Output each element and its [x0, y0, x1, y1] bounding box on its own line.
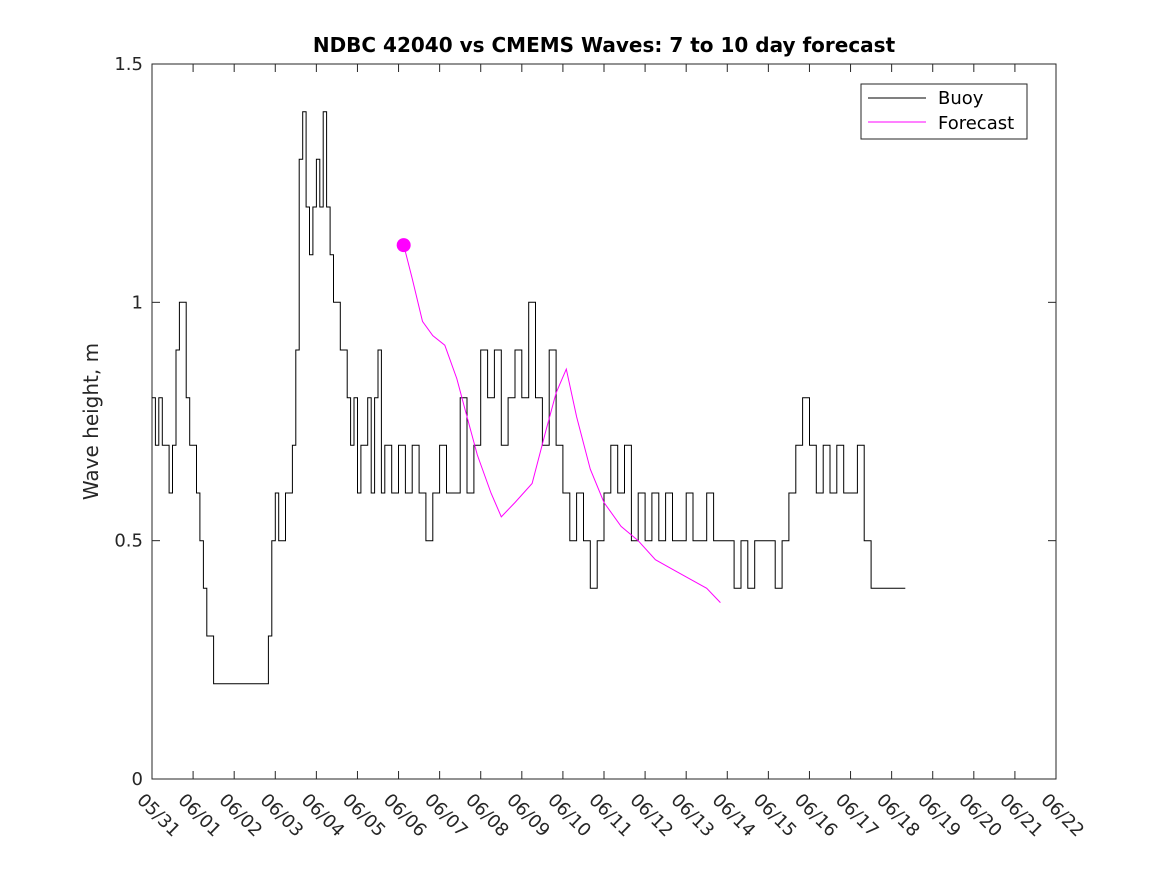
series-line-buoy — [152, 111, 906, 685]
legend-forecast-label: Forecast — [938, 113, 1014, 134]
y-tick-label: 0.5 — [114, 531, 143, 552]
legend: Buoy Forecast — [860, 83, 1028, 140]
legend-box — [860, 83, 1028, 140]
series-line-forecast — [403, 244, 721, 603]
chart-title: NDBC 42040 vs CMEMS Waves: 7 to 10 day f… — [313, 33, 896, 57]
legend-buoy-label: Buoy — [938, 88, 984, 109]
y-tick-label: 0 — [132, 769, 143, 790]
forecast-start-marker — [396, 238, 411, 253]
y-tick-label: 1.5 — [114, 54, 143, 75]
series-group — [152, 111, 906, 685]
y-tick-label: 1 — [132, 292, 143, 313]
y-axis-label: Wave height, m — [79, 343, 103, 500]
